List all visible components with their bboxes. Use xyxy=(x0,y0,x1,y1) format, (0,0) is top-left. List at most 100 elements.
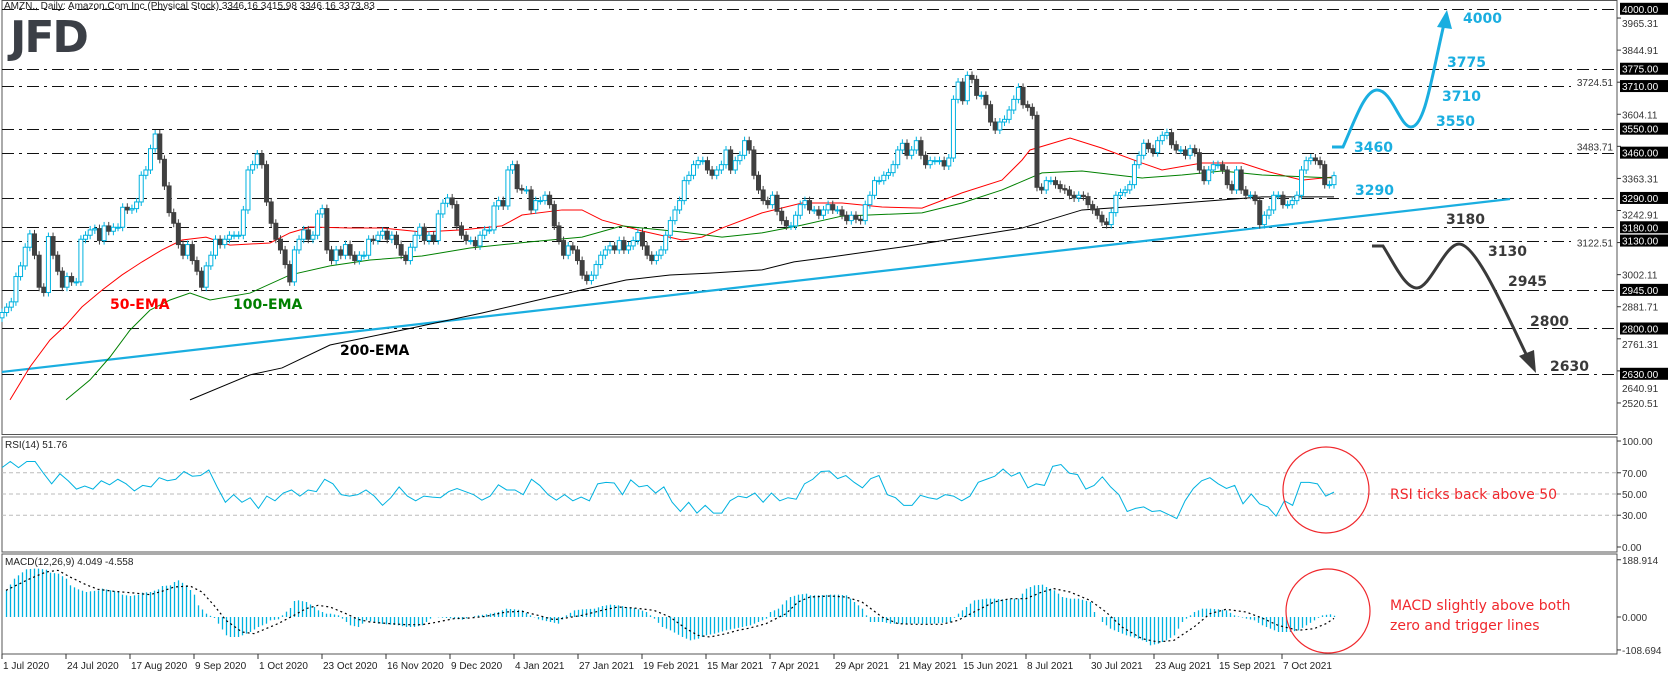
candle xyxy=(1122,189,1128,194)
candle xyxy=(152,133,158,150)
candle xyxy=(1164,132,1170,136)
candle xyxy=(389,234,395,240)
candle xyxy=(621,240,627,251)
candle xyxy=(793,214,799,227)
candle xyxy=(189,244,195,262)
time-axis-label: 29 Apr 2021 xyxy=(835,661,889,672)
candle xyxy=(691,164,697,176)
candle xyxy=(106,225,112,232)
macd-axis-label: -108.694 xyxy=(1622,646,1662,657)
candle xyxy=(1011,98,1017,111)
candle xyxy=(120,206,126,228)
level-price-box xyxy=(1620,234,1668,247)
candle xyxy=(570,245,576,251)
ema-line-200-ema xyxy=(189,196,1334,401)
bearish-arrowhead-icon xyxy=(1519,350,1536,373)
candle xyxy=(551,204,557,227)
candle xyxy=(1071,194,1077,199)
candle xyxy=(1025,104,1031,108)
candle xyxy=(848,214,854,222)
candle xyxy=(723,149,729,166)
candle xyxy=(1099,214,1105,223)
candle xyxy=(556,225,562,242)
candle xyxy=(440,202,446,215)
candle xyxy=(635,232,641,242)
candle xyxy=(1178,149,1184,152)
candle xyxy=(1062,188,1068,191)
bullish-arrowhead-icon xyxy=(1437,10,1452,29)
candle xyxy=(1182,149,1188,156)
candle xyxy=(1057,184,1063,190)
candle xyxy=(997,121,1003,131)
level-price-label: 3180.00 xyxy=(1622,223,1659,234)
candle xyxy=(1085,196,1091,206)
candle xyxy=(157,133,163,160)
candle xyxy=(217,238,223,246)
candle xyxy=(1001,118,1007,123)
bullish-target-label: 3460 xyxy=(1354,140,1393,156)
candle xyxy=(1308,157,1314,162)
time-axis-label: 4 Jan 2021 xyxy=(515,661,565,672)
candle xyxy=(598,254,604,266)
candle xyxy=(853,214,859,220)
candle xyxy=(199,270,205,288)
candle xyxy=(765,200,771,206)
candle xyxy=(547,194,553,206)
candle xyxy=(1118,192,1124,196)
candle xyxy=(1113,194,1119,214)
candle xyxy=(370,238,376,242)
candle xyxy=(895,149,901,166)
candle xyxy=(472,240,478,247)
price-axis-label: 2761.31 xyxy=(1622,340,1659,351)
macd-axis-label: 0.000 xyxy=(1622,613,1647,624)
candle xyxy=(1299,169,1305,196)
candle xyxy=(1312,157,1318,162)
candle xyxy=(653,254,659,262)
candle xyxy=(240,209,246,236)
candle xyxy=(909,149,915,156)
candle xyxy=(714,169,720,176)
price-axis-label: 3483.71 xyxy=(1577,142,1614,153)
candle xyxy=(64,276,70,288)
candle xyxy=(1322,164,1328,186)
level-price-label: 3710.00 xyxy=(1622,82,1659,93)
bullish-target-label: 3550 xyxy=(1436,114,1475,130)
candle xyxy=(4,306,10,314)
candle xyxy=(356,254,362,262)
candle xyxy=(175,222,181,246)
level-price-label: 3460.00 xyxy=(1622,149,1659,160)
candle xyxy=(528,189,534,211)
level-price-box xyxy=(1620,146,1668,159)
time-axis-label: 15 Jun 2021 xyxy=(963,661,1018,672)
candle xyxy=(923,154,929,166)
candle xyxy=(496,200,502,207)
candle xyxy=(602,249,608,256)
candle xyxy=(194,260,200,272)
candle xyxy=(858,218,864,222)
candle xyxy=(329,249,335,262)
level-price-label: 3130.00 xyxy=(1622,237,1659,248)
candle xyxy=(937,160,943,163)
candle xyxy=(904,142,910,156)
candle xyxy=(231,234,237,237)
time-axis-label: 23 Oct 2020 xyxy=(323,661,378,672)
candle xyxy=(319,208,325,215)
price-axis-label: 3604.11 xyxy=(1622,110,1658,121)
candle xyxy=(1201,169,1207,182)
candle xyxy=(449,197,455,206)
candle xyxy=(677,200,683,211)
candle xyxy=(134,201,140,210)
price-axis-label: 3242.91 xyxy=(1622,210,1659,221)
price-axis-label: 3965.31 xyxy=(1622,19,1659,30)
bullish-target-label: 3775 xyxy=(1447,55,1486,71)
price-axis-label: 3122.51 xyxy=(1577,239,1614,250)
time-axis-label: 16 Nov 2020 xyxy=(387,661,444,672)
rsi-line xyxy=(1,460,1335,520)
bearish-target-label: 2945 xyxy=(1508,274,1547,290)
candle xyxy=(825,204,831,211)
candle xyxy=(1271,194,1277,211)
price-axis-label-bg xyxy=(1571,140,1615,153)
candle xyxy=(1326,184,1332,187)
time-axis-label: 30 Jul 2021 xyxy=(1091,661,1143,672)
candle xyxy=(366,238,372,256)
